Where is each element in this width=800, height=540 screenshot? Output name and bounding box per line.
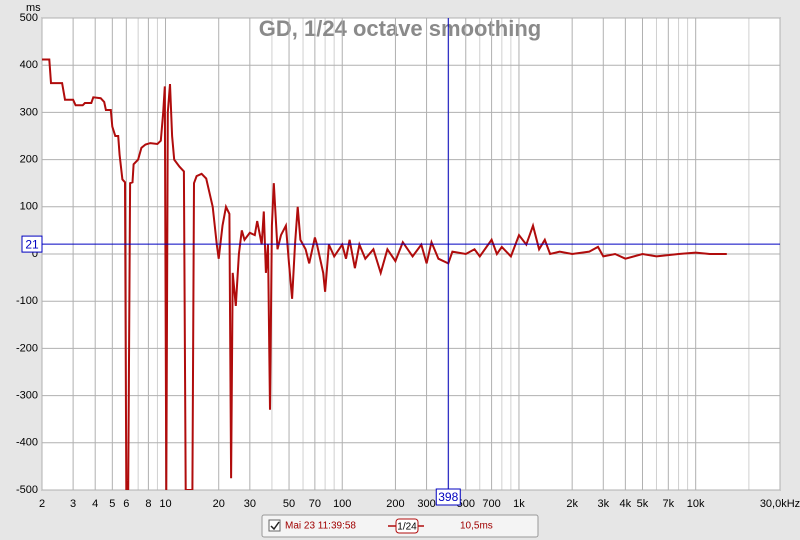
x-tick-label: 2 [39, 498, 45, 510]
y-tick-label: -100 [16, 295, 38, 307]
legend-delay: 10,5ms [460, 521, 493, 532]
x-tick-label: 200 [386, 498, 404, 510]
y-tick-label: -300 [16, 390, 38, 402]
y-tick-label: 300 [20, 106, 38, 118]
cursor-x-label: 398 [438, 490, 458, 504]
y-tick-label: 0 [32, 248, 38, 260]
y-tick-label: -200 [16, 342, 38, 354]
x-tick-label: 10 [159, 498, 171, 510]
x-tick-label: 1k [513, 498, 525, 510]
y-tick-label: 100 [20, 201, 38, 213]
x-tick-label: 30 [244, 498, 256, 510]
legend-smoothing-box [395, 518, 419, 534]
cursor-x-box [435, 488, 461, 506]
x-tick-label: 5k [637, 498, 649, 510]
x-tick-label: 3 [70, 498, 76, 510]
check-mark [270, 521, 280, 531]
series-line [42, 58, 727, 490]
x-tick-label: 20 [213, 498, 225, 510]
y-tick-label: 200 [20, 154, 38, 166]
x-tick-label: 6 [123, 498, 129, 510]
legend-name: Mai 23 11:39:58 [285, 521, 356, 532]
x-tick-label: 3k [597, 498, 609, 510]
y-unit: ms [26, 2, 41, 14]
x-tick-label: 4k [620, 498, 632, 510]
chart-title: GD, 1/24 octave smoothing [259, 16, 541, 41]
legend-smoothing: 1/24 [397, 522, 417, 533]
x-tick-label: 30,0kHz [760, 498, 800, 510]
x-tick-label: 5 [109, 498, 115, 510]
y-tick-label: 500 [20, 12, 38, 24]
x-tick-label: 500 [457, 498, 475, 510]
cursor-y-box [21, 235, 43, 253]
x-tick-label: 50 [283, 498, 295, 510]
x-tick-label: 10k [687, 498, 705, 510]
y-tick-label: 400 [20, 59, 38, 71]
x-tick-label: 100 [333, 498, 351, 510]
x-tick-label: 4 [92, 498, 98, 510]
cursor-y-label: 21 [25, 237, 39, 251]
x-tick-label: 70 [309, 498, 321, 510]
x-tick-label: 300 [417, 498, 435, 510]
x-tick-label: 700 [482, 498, 500, 510]
y-tick-label: -400 [16, 437, 38, 449]
x-tick-label: 8 [145, 498, 151, 510]
legend-checkbox[interactable] [268, 519, 281, 532]
y-tick-label: -500 [16, 484, 38, 496]
x-tick-label: 7k [662, 498, 674, 510]
x-tick-label: 2k [566, 498, 578, 510]
